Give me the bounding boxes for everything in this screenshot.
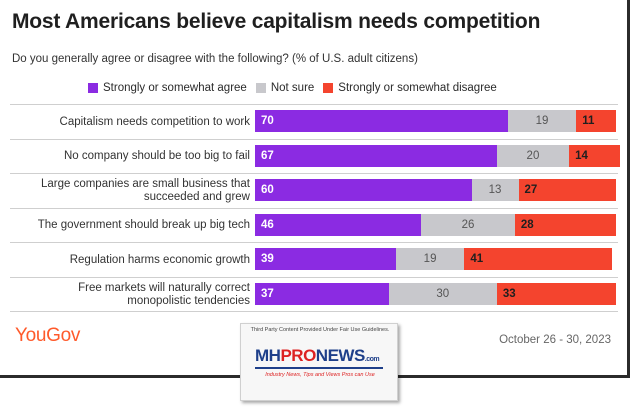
watermark-logo-news: NEWS xyxy=(315,346,366,365)
bar-not-sure: 30 xyxy=(388,282,497,305)
watermark-logo-pro: PRO xyxy=(280,346,316,365)
legend-swatch-agree xyxy=(88,83,98,93)
watermark-underline xyxy=(255,367,383,369)
watermark-badge: Third Party Content Provided Under Fair … xyxy=(240,323,398,401)
bar-not-sure: 19 xyxy=(507,110,577,133)
legend-label-not-sure: Not sure xyxy=(270,82,315,94)
row-divider xyxy=(10,138,618,140)
category-label: No company should be too big to fail xyxy=(63,150,250,163)
bar-disagree: 27 xyxy=(518,179,616,202)
bar-disagree: 41 xyxy=(464,248,613,271)
bar-disagree: 28 xyxy=(514,213,616,236)
bar-not-sure: 20 xyxy=(496,144,570,167)
watermark-logo-mh: MH xyxy=(255,346,281,365)
bar-not-sure: 19 xyxy=(395,248,465,271)
chart-frame: Most Americans believe capitalism needs … xyxy=(0,0,630,378)
survey-date: October 26 - 30, 2023 xyxy=(499,334,611,346)
row-divider xyxy=(10,311,618,312)
chart-subtitle: Do you generally agree or disagree with … xyxy=(12,53,418,65)
watermark-logo-domain: .com xyxy=(364,356,380,363)
legend-item-disagree: Strongly or somewhat disagree xyxy=(323,82,497,94)
row-divider xyxy=(10,276,618,278)
bar-not-sure: 26 xyxy=(421,213,515,236)
row-divider xyxy=(10,207,618,209)
category-label: Large companies are small business that … xyxy=(40,178,250,204)
row-divider xyxy=(10,104,618,105)
legend-label-agree: Strongly or somewhat agree xyxy=(103,82,247,94)
legend-swatch-disagree xyxy=(323,83,334,93)
bar-agree: 67 xyxy=(255,144,497,167)
legend-label-disagree: Strongly or somewhat disagree xyxy=(338,82,497,94)
legend-item-agree: Strongly or somewhat agree xyxy=(88,82,247,94)
category-label: The government should break up big tech xyxy=(37,219,250,232)
legend-item-not-sure: Not sure xyxy=(255,82,315,94)
bar-agree: 60 xyxy=(255,179,472,202)
yougov-logo: YouGov xyxy=(15,325,81,346)
watermark-disclaimer: Third Party Content Provided Under Fair … xyxy=(250,327,390,333)
bar-disagree: 14 xyxy=(569,144,620,167)
watermark-tagline: Industry News, Tips and Views Pros can U… xyxy=(265,372,375,378)
bar-disagree: 11 xyxy=(576,110,616,133)
bar-agree: 39 xyxy=(255,248,396,271)
bar-agree: 46 xyxy=(255,213,422,236)
bar-not-sure: 13 xyxy=(471,179,519,202)
bar-disagree: 33 xyxy=(496,282,616,305)
watermark-logo: MHPRONEWS.com xyxy=(255,346,385,366)
chart-title: Most Americans believe capitalism needs … xyxy=(12,10,541,33)
legend: Strongly or somewhat agree Not sure Stro… xyxy=(88,80,506,96)
category-label: Regulation harms economic growth xyxy=(69,253,250,266)
category-label: Capitalism needs competition to work xyxy=(59,115,250,128)
category-label: Free markets will naturally correct mono… xyxy=(78,281,250,307)
row-divider xyxy=(10,242,618,243)
legend-swatch-not-sure xyxy=(255,83,266,93)
bar-agree: 70 xyxy=(255,110,508,133)
row-divider xyxy=(10,173,618,174)
bar-agree: 37 xyxy=(255,282,389,305)
